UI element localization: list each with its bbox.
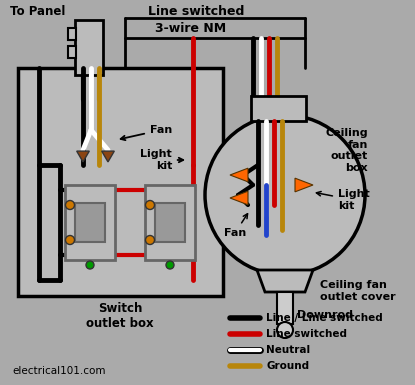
Text: Ground: Ground (266, 361, 309, 371)
Polygon shape (77, 151, 89, 162)
Bar (75, 20, 103, 75)
Bar (65, 185, 115, 260)
Text: Ceiling fan
outlet cover: Ceiling fan outlet cover (320, 280, 395, 301)
Polygon shape (257, 270, 313, 292)
Circle shape (166, 261, 174, 269)
Polygon shape (102, 151, 114, 162)
Text: 3-wire NM: 3-wire NM (155, 22, 226, 35)
Text: Line / Line switched: Line / Line switched (266, 313, 383, 323)
Text: To Panel: To Panel (10, 5, 66, 18)
Text: Fan: Fan (224, 214, 248, 238)
Text: Light
kit: Light kit (140, 149, 183, 171)
Polygon shape (230, 168, 248, 182)
Bar (68, 46, 76, 58)
Bar (18, 68, 223, 296)
Circle shape (66, 236, 75, 244)
Circle shape (146, 201, 154, 209)
Bar (68, 28, 76, 40)
Bar (75, 203, 105, 242)
Text: Line switched: Line switched (148, 5, 244, 18)
Text: electrical101.com: electrical101.com (12, 366, 105, 376)
Bar (155, 203, 185, 242)
Circle shape (146, 236, 154, 244)
Circle shape (277, 322, 293, 338)
Bar (145, 185, 195, 260)
Text: Neutral: Neutral (266, 345, 310, 355)
Text: Ceiling
fan
outlet
box: Ceiling fan outlet box (325, 128, 368, 173)
Bar (277, 292, 293, 324)
Text: Downrod: Downrod (297, 310, 353, 320)
Polygon shape (230, 191, 248, 205)
Circle shape (86, 261, 94, 269)
Text: Light
kit: Light kit (316, 189, 370, 211)
Bar (251, 96, 306, 121)
Circle shape (205, 115, 365, 275)
Text: Fan: Fan (121, 125, 172, 140)
Circle shape (66, 201, 75, 209)
Polygon shape (295, 178, 313, 192)
Text: Switch
outlet box: Switch outlet box (86, 302, 154, 330)
Text: Line switched: Line switched (266, 329, 347, 339)
